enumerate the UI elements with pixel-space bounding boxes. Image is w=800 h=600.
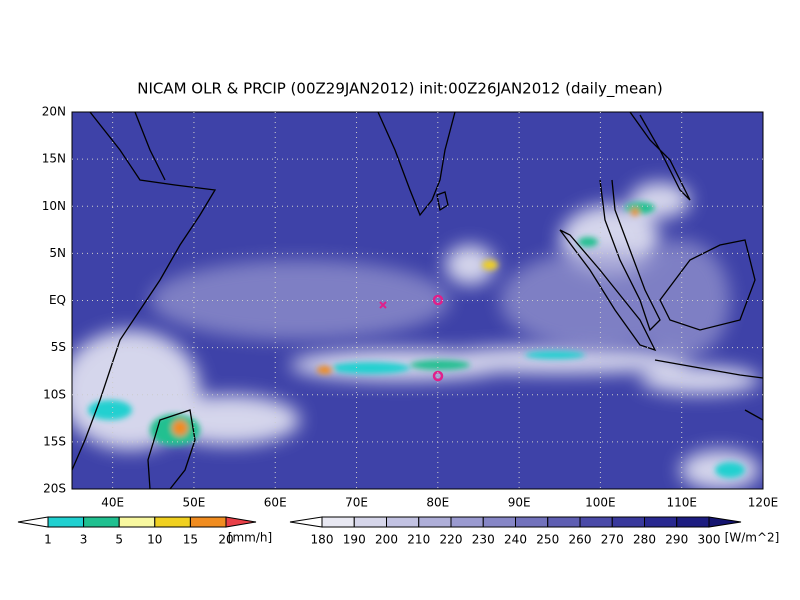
colorbar-box [611, 516, 645, 528]
lat-label: 15N [42, 152, 66, 166]
colorbar-label: 260 [569, 533, 592, 547]
lat-label: 20N [42, 105, 66, 119]
colorbar-label: 1 [44, 533, 52, 547]
colorbar-label: 200 [375, 533, 398, 547]
colorbar-label: 5 [115, 533, 123, 547]
colorbar-box [353, 516, 387, 528]
colorbar-label: 15 [183, 533, 198, 547]
colorbar-label: 280 [633, 533, 656, 547]
colorbar-label: 230 [472, 533, 495, 547]
colorbar-unit: [W/m^2] [725, 531, 780, 545]
colorbar-label: 240 [504, 533, 527, 547]
colorbar-box [579, 516, 613, 528]
colorbar-label: 3 [80, 533, 88, 547]
lon-label: 50E [183, 496, 206, 510]
colorbar-box [47, 516, 85, 528]
lon-label: 120E [748, 496, 779, 510]
lat-label: 20S [43, 482, 66, 496]
colorbar-label: 20 [218, 533, 233, 547]
colorbar-box [118, 516, 156, 528]
lat-label: 5N [49, 246, 66, 260]
lat-label: 10S [43, 387, 66, 401]
lat-label: 10N [42, 199, 66, 213]
colorbar-label: 180 [311, 533, 334, 547]
colorbar-label: 250 [536, 533, 559, 547]
colorbar-box [418, 516, 452, 528]
colorbar-box [386, 516, 420, 528]
colorbar-label: 210 [407, 533, 430, 547]
lat-label: 5S [51, 340, 66, 354]
colorbar-unit: [mm/h] [228, 531, 272, 545]
colorbar-box [450, 516, 484, 528]
map-title: NICAM OLR & PRCIP (00Z29JAN2012) init:00… [137, 80, 663, 99]
colorbar-box [515, 516, 549, 528]
colorbar-arrow [289, 516, 323, 528]
lon-label: 90E [508, 496, 531, 510]
colorbar-label: 10 [147, 533, 162, 547]
colorbar-arrow [225, 516, 257, 528]
colorbar-label: 220 [440, 533, 463, 547]
colorbar-box [83, 516, 120, 528]
lon-label: 60E [264, 496, 287, 510]
colorbar-box [676, 516, 710, 528]
lat-label: 15S [43, 434, 66, 448]
colorbar-box [189, 516, 227, 528]
lon-label: 70E [345, 496, 368, 510]
lon-label: 80E [426, 496, 449, 510]
colorbar-box [482, 516, 516, 528]
colorbar-box [547, 516, 581, 528]
colorbar-label: 270 [601, 533, 624, 547]
colorbar-arrow [17, 516, 49, 528]
lon-label: 40E [101, 496, 124, 510]
colorbar-label: 300 [698, 533, 721, 547]
lon-label: 100E [585, 496, 616, 510]
lat-label: EQ [49, 293, 66, 307]
colorbar-box [154, 516, 191, 528]
colorbar-box [321, 516, 355, 528]
lon-label: 110E [666, 496, 697, 510]
colorbar-arrow [708, 516, 742, 528]
colorbar-label: 190 [343, 533, 366, 547]
colorbar-label: 290 [665, 533, 688, 547]
colorbar-box [644, 516, 678, 528]
